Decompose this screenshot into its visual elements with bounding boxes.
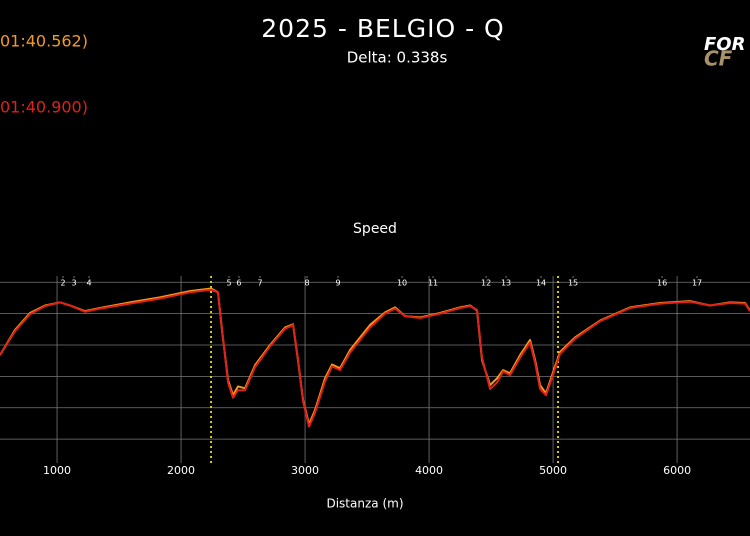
plot-title: Speed <box>353 221 397 237</box>
corner-label: 12 <box>481 279 491 288</box>
logo-text: CF <box>704 47 733 71</box>
corner-label: 15 <box>568 279 578 288</box>
logo-text: FOR <box>704 34 745 55</box>
corner-label: 13 <box>501 279 511 288</box>
speed-line <box>0 287 750 426</box>
corner-label: 10 <box>397 279 407 288</box>
corner-label: 3 <box>71 279 76 288</box>
chart-title: 2025 - BELGIO - Q <box>261 14 504 43</box>
x-tick-label: 1000 <box>43 464 71 477</box>
corner-label: 5 <box>226 279 231 288</box>
corner-label: 17 <box>692 279 702 288</box>
speed-line <box>0 288 750 428</box>
legend-label: 01:40.562) <box>0 32 88 51</box>
chart-subtitle: Delta: 0.338s <box>347 49 448 67</box>
corner-label: 9 <box>335 279 340 288</box>
x-tick-label: 6000 <box>663 464 691 477</box>
corner-label: 14 <box>536 279 546 288</box>
x-axis-label: Distanza (m) <box>326 497 403 511</box>
corner-label: 16 <box>657 279 667 288</box>
corner-label: 4 <box>86 279 91 288</box>
x-tick-label: 4000 <box>415 464 443 477</box>
x-tick-label: 5000 <box>539 464 567 477</box>
corner-label: 8 <box>304 279 309 288</box>
corner-label: 11 <box>428 279 438 288</box>
corner-label: 6 <box>236 279 241 288</box>
x-tick-label: 3000 <box>291 464 319 477</box>
corner-label: 7 <box>257 279 262 288</box>
legend-label: 01:40.900) <box>0 98 88 117</box>
x-tick-label: 2000 <box>167 464 195 477</box>
corner-label: 2 <box>60 279 65 288</box>
